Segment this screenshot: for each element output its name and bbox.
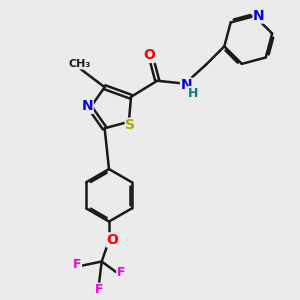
Text: S: S [125, 118, 135, 132]
Text: F: F [73, 258, 82, 271]
Text: N: N [253, 9, 265, 23]
Text: O: O [106, 233, 119, 247]
Text: F: F [95, 283, 103, 296]
Text: N: N [82, 99, 93, 113]
Text: H: H [188, 86, 198, 100]
Text: N: N [181, 78, 192, 92]
Text: O: O [143, 48, 155, 62]
Text: F: F [117, 266, 125, 279]
Text: CH₃: CH₃ [68, 59, 90, 69]
